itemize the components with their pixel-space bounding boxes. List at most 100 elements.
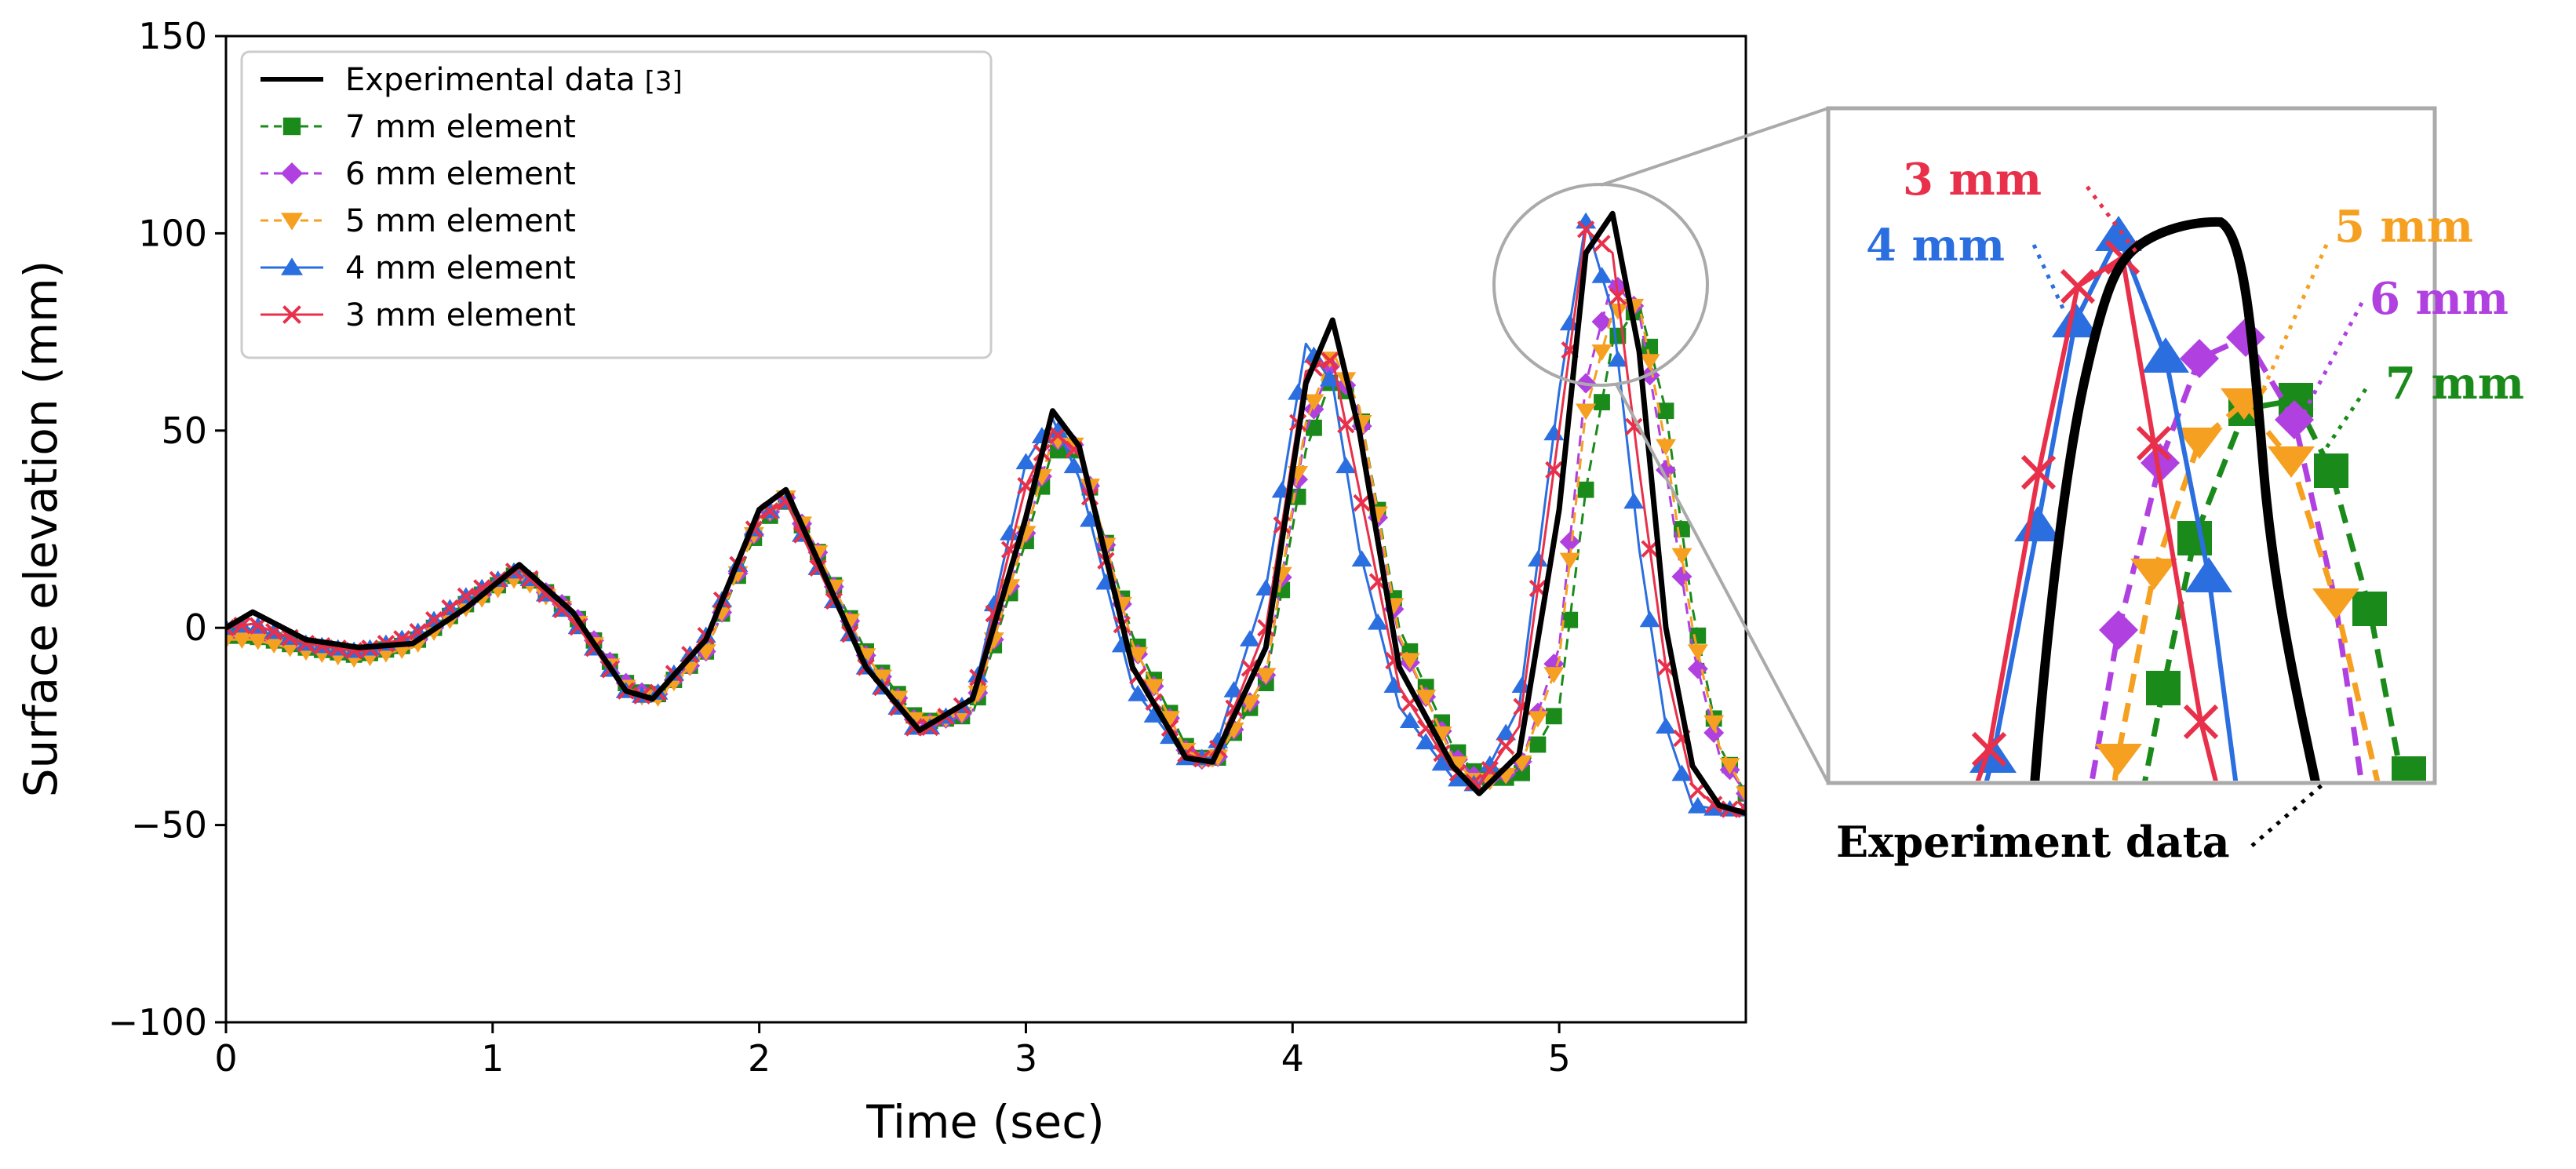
y-tick-label: 100 (138, 212, 207, 254)
marker-mm5 (1671, 548, 1692, 565)
marker-mm4 (1431, 754, 1452, 771)
legend-label: 4 mm element (345, 250, 576, 286)
marker-mm3 (537, 585, 555, 603)
x-tick-label: 3 (1015, 1037, 1037, 1080)
marker-mm4 (1143, 706, 1164, 723)
marker-mm4 (1015, 453, 1037, 470)
marker-mm4 (1543, 424, 1565, 441)
legend-marker (282, 117, 301, 136)
marker-mm5 (1447, 756, 1468, 773)
x-tick-label: 0 (214, 1037, 237, 1080)
marker-mm5 (1736, 786, 1746, 803)
marker-mm4 (1656, 717, 1677, 734)
marker-mm6 (1671, 566, 1692, 587)
series-exp (226, 210, 1746, 816)
marker-mm3 (1545, 461, 1563, 479)
marker-mm4 (1527, 550, 1548, 567)
marker-mm4 (1048, 421, 1069, 438)
marker-mm6 (1687, 658, 1708, 679)
marker-mm3 (1609, 287, 1627, 306)
marker-mm7 (1306, 419, 1322, 436)
marker-mm5 (472, 591, 493, 608)
legend-item-mm7: 7 mm element (261, 109, 576, 145)
marker-mm4 (1335, 457, 1357, 474)
zoom-label-4mm: 4 mm (1866, 220, 2005, 271)
series-line-mm7 (226, 303, 1746, 795)
marker-mm7 (1529, 736, 1547, 753)
marker-mm7 (1514, 764, 1530, 781)
zoom-inset-box (1826, 106, 2437, 785)
marker-mm7 (1689, 627, 1707, 644)
plot-frame (224, 35, 1747, 1024)
y-tick-label: 150 (138, 15, 207, 57)
marker-mm7 (1577, 481, 1594, 498)
marker-mm7 (1545, 708, 1562, 725)
marker-mm4 (1479, 755, 1500, 772)
legend-marker (281, 162, 303, 184)
marker-mm5 (1431, 726, 1452, 743)
zoom-series-6mm (2089, 318, 2364, 781)
marker-mm5 (1591, 344, 1612, 361)
y-tick-label: −50 (131, 804, 207, 847)
marker-mm5 (1159, 711, 1180, 728)
zoom-marker-7mm (2314, 453, 2348, 488)
marker-mm4 (1576, 212, 1597, 229)
legend-item-mm3: 3 mm element (261, 297, 576, 333)
marker-mm5 (1143, 679, 1164, 696)
series-line-exp (226, 210, 1746, 816)
zoom-marker-5mm (2130, 559, 2177, 590)
marker-mm3 (1353, 493, 1371, 512)
marker-mm4 (1063, 457, 1084, 474)
legend-marker (281, 213, 303, 231)
x-tick-label: 2 (748, 1037, 771, 1080)
marker-mm4 (1639, 610, 1660, 628)
y-tick-label: 0 (184, 606, 207, 649)
marker-mm5 (1559, 552, 1580, 570)
zoom-marker-4mm (2185, 557, 2232, 592)
zoom-marker-5mm (2312, 588, 2359, 620)
marker-mm5 (1639, 354, 1660, 371)
zoom-series-experiment (2030, 217, 2320, 781)
legend-marker (282, 305, 301, 324)
legend-label: 7 mm element (345, 109, 576, 145)
marker-mm4 (1607, 350, 1628, 367)
zoom-label-6mm: 6 mm (2370, 273, 2509, 325)
marker-mm5 (1128, 646, 1149, 664)
zoom-marker-4mm (2052, 302, 2099, 337)
marker-mm4 (1496, 723, 1517, 741)
marker-mm5 (1543, 667, 1565, 683)
series-line-mm6 (226, 279, 1746, 795)
marker-mm3 (1321, 351, 1339, 370)
marker-mm4 (1399, 712, 1420, 728)
marker-mm3 (1465, 774, 1483, 792)
zoom-label-3mm: 3 mm (1903, 154, 2042, 206)
marker-mm5 (247, 633, 268, 650)
marker-mm4 (1319, 370, 1340, 387)
marker-mm5 (1719, 758, 1740, 774)
marker-mm5 (231, 632, 253, 649)
zoom-marker-5mm (2176, 428, 2223, 459)
marker-mm5 (1416, 690, 1437, 706)
legend-label: 3 mm element (345, 297, 576, 333)
marker-mm4 (1511, 676, 1532, 694)
marker-mm4 (1416, 733, 1437, 750)
marker-mm7 (1049, 442, 1066, 459)
marker-mm5 (226, 632, 236, 649)
marker-mm5 (1527, 711, 1548, 728)
legend-label: Experimental data [3] (345, 62, 683, 98)
zoom-connector-top (1600, 107, 1829, 187)
zoom-marker-5mm (2268, 446, 2315, 478)
marker-mm3 (1049, 426, 1067, 444)
marker-mm7 (1657, 402, 1674, 420)
zoom-marker-4mm (2142, 337, 2189, 373)
y-axis-ticks: −100 −50 0 50 100 150 (108, 15, 226, 1043)
marker-mm4 (1368, 613, 1389, 630)
legend-label: 6 mm element (345, 156, 576, 192)
zoom-label-7mm: 7 mm (2385, 358, 2524, 410)
legend-item-mm5: 5 mm element (261, 203, 576, 239)
zoom-marker-7mm (2392, 756, 2426, 781)
marker-mm5 (264, 637, 285, 654)
y-tick-label: −100 (108, 1001, 207, 1043)
x-axis-ticks: 0 1 2 3 4 5 (214, 1022, 1571, 1080)
marker-mm4 (1447, 770, 1468, 787)
